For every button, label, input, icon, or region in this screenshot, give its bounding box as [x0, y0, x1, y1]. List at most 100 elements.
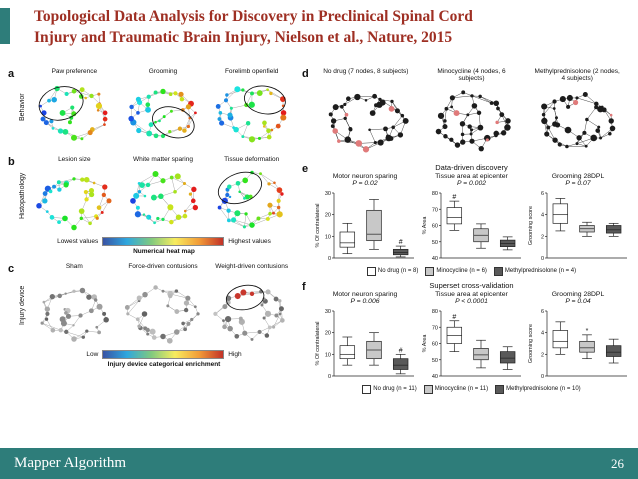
svg-text:30: 30 — [325, 191, 331, 197]
plot-p-value: P < 0.0001 — [455, 298, 488, 306]
boxplot-f-tissue-area: Tissue area at epicenter P < 0.0001 40 50… — [420, 291, 524, 384]
legend-item-no-drug: No drug (n = 8) — [366, 266, 419, 276]
panel-c-row-label: Injury device — [19, 285, 26, 326]
panel-e-heading: Data-driven discovery — [435, 163, 508, 172]
network-title: Sham — [65, 263, 83, 270]
legend-label: No drug (n = 8) — [377, 268, 419, 275]
legend-label: Methylprednisolone (n = 4) — [504, 268, 577, 275]
legend-item-methylprednisolone: Methylprednisolone (n = 4) — [493, 266, 577, 276]
panel-f-legend: No drug (n = 11) Minocycline (n = 11) Me… — [313, 384, 630, 394]
network-paw-preference: Paw preference — [30, 68, 119, 147]
network-title: Minocycline (4 nodes, 6 subjects) — [437, 68, 506, 83]
boxplot-chart: 0 10 20 30 % Of contralateral # — [315, 191, 414, 262]
panel-f-heading: Superset cross-validation — [429, 280, 514, 290]
panel-f-plots: Motor neuron sparing P = 0.006 0 10 20 30% … — [313, 291, 630, 384]
network-title: White matter sparing — [133, 156, 193, 163]
network-graph — [128, 88, 197, 139]
network-graph — [130, 171, 199, 225]
network-weight-driven-contusions: Weight-driven contusions — [207, 263, 296, 348]
svg-text:0: 0 — [328, 374, 331, 380]
slide-title-line1: Topological Data Analysis for Discovery … — [34, 8, 473, 25]
network-title: Grooming — [148, 68, 178, 75]
legend-swatch-no-drug — [362, 384, 372, 394]
svg-text:10: 10 — [325, 234, 331, 240]
panel-d-letter: d — [302, 68, 309, 80]
legend-item-minocycline: Minocycline (n = 11) — [423, 384, 489, 394]
network-title: Methylprednisolone (2 nodes, 4 subjects) — [534, 68, 620, 83]
plot-title: Tissue area at epicenter — [435, 290, 508, 298]
svg-text:#: # — [399, 347, 403, 354]
panel-b-row-label: Histopathology — [19, 172, 26, 219]
colorbar-right-label: High — [228, 351, 242, 358]
plot-title: Motor neuron sparing — [332, 173, 398, 180]
network-graph — [212, 284, 285, 341]
network-no-drug: No drug (7 nodes, 8 subjects) — [313, 68, 419, 157]
svg-text:20: 20 — [325, 331, 331, 337]
svg-text:80: 80 — [431, 309, 437, 315]
slide-header: Topological Data Analysis for Discovery … — [0, 0, 638, 62]
footer-title: Mapper Algorithm — [14, 455, 127, 471]
panel-f: f Superset cross-validation Motor neuron… — [302, 281, 630, 394]
panel-b-letter: b — [8, 156, 15, 168]
plot-p-value: P = 0.006 — [350, 298, 380, 306]
plot-title: Grooming 28DPL — [551, 173, 605, 180]
panel-a-row-label: Behavior — [19, 93, 26, 122]
svg-text:10: 10 — [325, 352, 331, 358]
plot-p-value: P = 0.02 — [352, 180, 378, 188]
svg-text:60: 60 — [431, 341, 437, 347]
svg-text:4: 4 — [541, 331, 544, 337]
figure-right-column: d No drug (7 nodes, 8 subjects) Minocycl… — [302, 68, 630, 446]
svg-text:0: 0 — [328, 256, 331, 262]
network-graph — [36, 176, 112, 231]
panel-d-networks: No drug (7 nodes, 8 subjects) Minocyclin… — [313, 68, 630, 157]
network-forelimb-openfield: Forelimb openfield — [207, 68, 296, 147]
figure-left-column: a Behavior Paw preference Grooming Forel… — [8, 68, 296, 446]
network-title: No drug (7 nodes, 8 subjects) — [323, 68, 409, 75]
slide-title-line2: Injury and Traumatic Brain Injury, Niels… — [34, 28, 453, 46]
network-graph — [435, 90, 511, 152]
plot-title: Motor neuron sparing — [332, 290, 398, 298]
network-graph — [215, 85, 286, 143]
network-title: Lesion size — [58, 156, 91, 163]
network-lesion-size: Lesion size — [30, 156, 119, 235]
slide-footer: Mapper Algorithm 26 — [0, 448, 638, 479]
panel-e-letter: e — [302, 163, 309, 175]
colorbar-right-label: Highest values — [228, 238, 271, 245]
colorbar-caption: Numerical heat map — [133, 248, 195, 255]
svg-text:60: 60 — [431, 223, 437, 229]
colorbar-caption: Injury device categorical enrichment — [107, 361, 221, 368]
svg-text:80: 80 — [431, 191, 437, 197]
svg-text:2: 2 — [541, 352, 544, 358]
colorbar-left-label: Low — [86, 351, 99, 358]
network-title: Weight-driven contusions — [215, 263, 289, 270]
boxplot-f-motor-neuron-sparing: Motor neuron sparing P = 0.006 0 10 20 30 % … — [313, 291, 417, 384]
panel-e: e Data-driven discovery Motor neuron spa… — [302, 163, 630, 276]
network-sham: Sham — [30, 263, 119, 348]
network-minocycline: Minocycline (4 nodes, 6 subjects) — [419, 68, 525, 157]
panel-a: a Behavior Paw preference Grooming Forel… — [8, 68, 296, 147]
svg-text:% Of contralateral: % Of contralateral — [315, 203, 321, 247]
boxplot-e-grooming: Grooming 28DPL P = 0.07 0 2 4 6 Grooming sco… — [526, 173, 630, 266]
network-white-matter-sparing: White matter sparing — [119, 156, 208, 235]
svg-text:40: 40 — [431, 374, 437, 380]
legend-label: Minocycline (n = 11) — [434, 386, 489, 393]
network-graph — [124, 285, 200, 344]
network-tissue-deformation: Tissue deformation — [207, 156, 296, 235]
svg-text:0: 0 — [541, 256, 544, 262]
panel-c-letter: c — [8, 263, 15, 275]
network-graph — [217, 170, 284, 229]
legend-item-minocycline: Minocycline (n = 6) — [425, 266, 487, 276]
panel-a-letter: a — [8, 68, 15, 80]
legend-swatch-methylprednisolone — [495, 384, 505, 394]
svg-text:% Area: % Area — [422, 334, 428, 353]
colorbar-left-label: Lowest values — [57, 238, 99, 245]
boxplot-chart: 0 2 4 6 Grooming score — [528, 191, 627, 262]
legend-swatch-minocycline — [423, 384, 433, 394]
network-grooming: Grooming — [119, 68, 208, 147]
panel-e-legend: No drug (n = 8) Minocycline (n = 6) Meth… — [313, 266, 630, 276]
panel-a-networks: Paw preference Grooming Forelimb openfie… — [30, 68, 296, 147]
svg-text:50: 50 — [431, 240, 437, 246]
svg-text:0: 0 — [541, 374, 544, 380]
legend-label: Minocycline (n = 6) — [436, 268, 487, 275]
plot-p-value: P = 0.07 — [565, 180, 591, 188]
